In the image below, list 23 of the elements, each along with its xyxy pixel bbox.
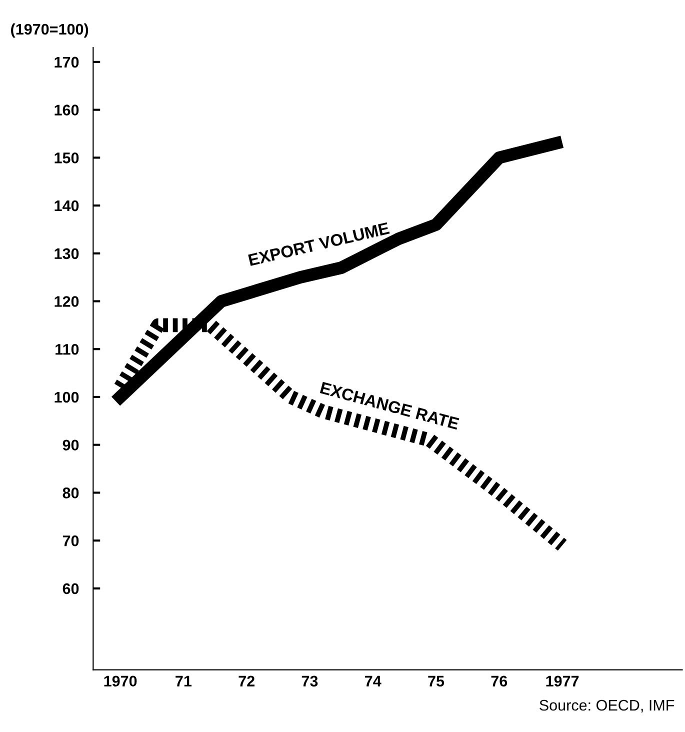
x-tick-label: 74 <box>365 676 382 686</box>
y-tick-label: 60 <box>62 583 79 594</box>
y-tick-label: 120 <box>54 296 79 307</box>
x-tick-label: 73 <box>302 676 318 687</box>
y-tick-label: 150 <box>54 152 79 164</box>
y-tick-label: 110 <box>56 344 79 355</box>
x-tick-label: 76 <box>491 676 508 687</box>
x-tick-label: 75 <box>428 676 444 687</box>
source-note: Source: OECD, IMF <box>540 700 674 712</box>
y-axis-title: (1970=100) <box>11 23 88 38</box>
x-tick-label: 72 <box>238 676 254 686</box>
y-tick-label: 130 <box>54 248 79 260</box>
x-tick-label: 71 <box>176 676 192 686</box>
y-tick-label: 70 <box>62 535 79 546</box>
x-tick-label: 1977 <box>546 676 579 687</box>
y-tick-label: 140 <box>54 200 79 212</box>
text: EXPORT VOLUME <box>248 222 390 266</box>
y-tick-label: 80 <box>62 488 79 498</box>
y-tick-label: 100 <box>54 392 79 403</box>
x-tick-label: 1970 <box>104 676 137 687</box>
y-tick-label: 170 <box>54 56 79 68</box>
y-tick-label: 160 <box>54 104 79 116</box>
y-tick-label: 90 <box>62 440 79 451</box>
